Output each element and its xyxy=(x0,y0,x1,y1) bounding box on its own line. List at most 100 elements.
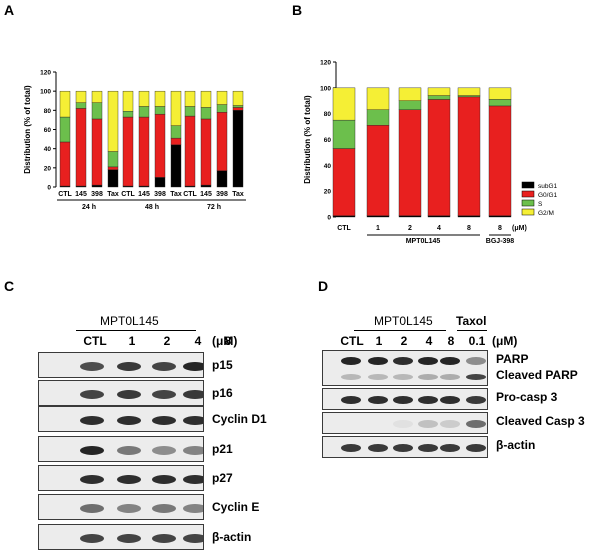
blot-d-protein-label: Cleaved PARP xyxy=(496,368,578,382)
chart-b-bar-segment xyxy=(488,99,512,107)
blot-d-strip xyxy=(322,436,488,458)
chart-b-bar-segment xyxy=(457,96,481,216)
chart-b-bar-segment xyxy=(398,100,422,110)
western-blot-d: MPT0L145 Taxol (μM) CTL 1 2 4 8 0.1 PARP Cleaved P… xyxy=(310,300,600,480)
band xyxy=(117,389,141,399)
chart-b-y-axis-label: Distribution (% of total) xyxy=(303,95,312,184)
chart-a-group-label: 24 h xyxy=(82,204,96,210)
chart-a-x-tick-label: 398 xyxy=(154,191,166,198)
chart-b-y-tick-label: 40 xyxy=(324,163,332,170)
chart-b-bar-segment xyxy=(427,99,451,216)
chart-b-bar-segment xyxy=(332,87,356,121)
band xyxy=(341,444,361,452)
chart-a-bar-segment xyxy=(75,102,87,109)
chart-a-bar-segment xyxy=(107,151,119,168)
band xyxy=(440,396,460,404)
chart-a-bar-segment xyxy=(107,166,119,170)
band xyxy=(466,374,486,380)
blot-d-strip xyxy=(322,388,488,410)
band xyxy=(80,533,104,543)
chart-b-legend-swatch xyxy=(521,208,535,216)
blot-d-unit-label: (μM) xyxy=(492,334,518,348)
band xyxy=(152,474,176,484)
band xyxy=(466,357,486,365)
blot-c-protein-label: Cyclin E xyxy=(212,500,260,514)
chart-a-y-tick-label: 0 xyxy=(47,185,51,192)
band xyxy=(183,445,203,455)
blot-d-protein-label: Pro-casp 3 xyxy=(496,390,558,404)
blot-c-lane-label: 2 xyxy=(163,334,171,348)
chart-b-bar-segment xyxy=(427,87,451,96)
chart-a-bar-segment xyxy=(59,141,71,187)
blot-c-strip xyxy=(38,465,204,491)
chart-a-bar-segment xyxy=(154,106,166,115)
chart-a-x-tick-label: 145 xyxy=(200,191,212,198)
chart-a-x-tick-label: 145 xyxy=(75,191,87,198)
chart-a-bar-segment xyxy=(216,170,228,188)
band xyxy=(466,444,486,452)
chart-b-bar-segment xyxy=(427,95,451,100)
chart-b-bar-segment xyxy=(488,105,512,216)
band xyxy=(152,503,176,513)
panel-letter-a: A xyxy=(4,2,15,18)
blot-c-strip xyxy=(38,352,204,378)
chart-a-bar-segment xyxy=(107,169,119,188)
chart-b-unit-label: (μM) xyxy=(512,225,527,232)
band xyxy=(393,396,413,404)
band xyxy=(117,415,141,425)
chart-a-bar-segment xyxy=(154,90,166,107)
chart-a-bar-segment xyxy=(216,90,228,105)
chart-a-bar-segment xyxy=(59,90,71,118)
chart-b-x-tick-label: 8 xyxy=(467,225,471,232)
band xyxy=(152,533,176,543)
chart-b-legend-label: G0/G1 xyxy=(538,192,558,199)
chart-a-bar-segment xyxy=(184,106,196,117)
band xyxy=(393,420,413,428)
blot-c-protein-label: p15 xyxy=(212,358,233,372)
blot-d-protein-label: Cleaved Casp 3 xyxy=(496,414,585,428)
band xyxy=(80,361,104,371)
blot-d-taxol-label: Taxol xyxy=(456,314,487,328)
chart-a-bar-segment xyxy=(154,113,166,178)
band xyxy=(393,357,413,365)
chart-a-bar-segment xyxy=(184,90,196,107)
chart-b-x-tick-label: 1 xyxy=(376,225,380,232)
band xyxy=(368,357,388,365)
chart-b-x-tick-label: CTL xyxy=(337,225,351,232)
blot-c-protein-label: β-actin xyxy=(212,530,252,544)
chart-a-y-tick-label: 40 xyxy=(44,146,52,153)
blot-c-strip xyxy=(38,406,204,432)
chart-b-bar-segment xyxy=(398,87,422,101)
panel-letter-b: B xyxy=(292,2,303,18)
band xyxy=(418,374,438,380)
chart-a-bar-segment xyxy=(200,118,212,186)
chart-a-x-tick-label: CTL xyxy=(58,191,72,198)
chart-b-x-tick-label: 8 xyxy=(498,225,502,232)
blot-d-protein-label: PARP xyxy=(496,352,529,366)
chart-a-bar-segment xyxy=(138,116,150,187)
chart-b-legend-swatch xyxy=(521,199,535,207)
band xyxy=(117,445,141,455)
band xyxy=(341,357,361,365)
chart-a-bar-segment xyxy=(170,90,182,126)
blot-c-lane-label: 1 xyxy=(128,334,136,348)
blot-c-protein-label: p16 xyxy=(212,386,233,400)
chart-a-bar-segment xyxy=(107,90,119,152)
band xyxy=(183,474,203,484)
blot-d-lane-label: 8 xyxy=(447,334,455,348)
chart-b-bar-segment xyxy=(366,109,390,126)
chart-a-bar-segment xyxy=(200,107,212,120)
chart-a-y-axis-label: Distribution (% of total) xyxy=(23,85,32,174)
band xyxy=(466,396,486,404)
blot-c-protein-label: p27 xyxy=(212,471,233,485)
chart-a: 0 20 40 60 80 100 120 Distribution (% of total)… xyxy=(23,70,246,210)
chart-a-bar-segment xyxy=(184,115,196,187)
band xyxy=(440,357,460,365)
chart-a-bar-segment xyxy=(232,110,244,188)
chart-b-bar-segment xyxy=(332,119,356,149)
blot-c-bracket xyxy=(76,330,196,331)
band xyxy=(393,444,413,452)
chart-a-x-tick-label: Tax xyxy=(107,191,119,198)
band xyxy=(440,374,460,380)
chart-b-bar-segment xyxy=(398,109,422,216)
